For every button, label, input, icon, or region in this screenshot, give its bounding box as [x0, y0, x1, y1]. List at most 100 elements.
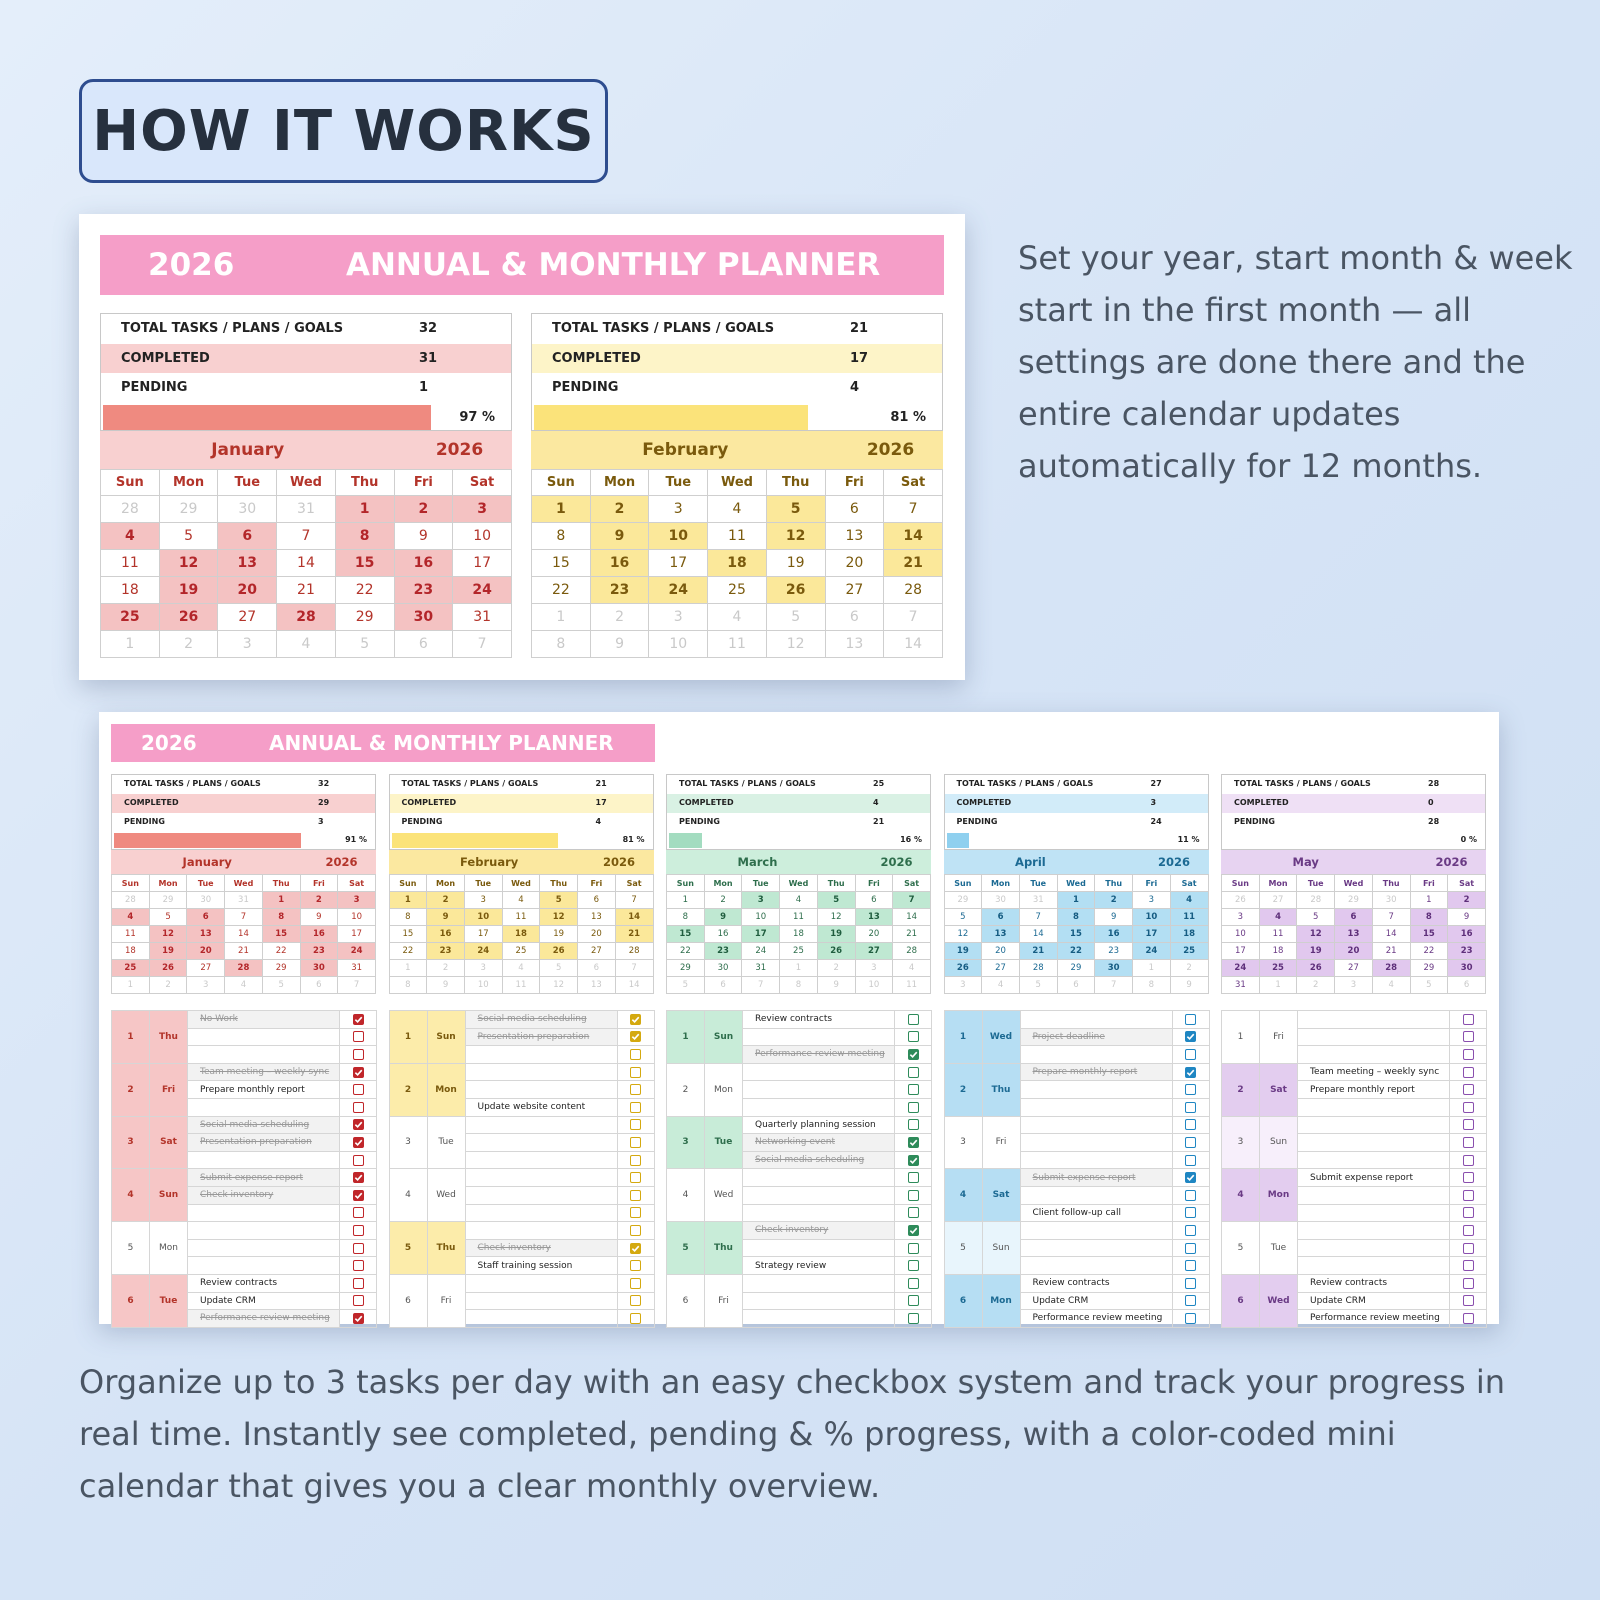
calendar-day[interactable]: 7 [883, 603, 943, 631]
calendar-day[interactable]: 4 [892, 959, 931, 977]
calendar-day[interactable]: 30 [217, 495, 278, 523]
task-checkbox-cell[interactable] [339, 1097, 377, 1117]
calendar-day[interactable]: 9 [393, 522, 454, 550]
task-text[interactable] [1019, 1080, 1173, 1099]
calendar-day[interactable]: 16 [589, 549, 650, 577]
task-checkbox-cell[interactable] [616, 1256, 655, 1275]
task-text[interactable] [187, 1150, 340, 1170]
checkbox-icon[interactable] [630, 1013, 641, 1025]
calendar-day[interactable]: 31 [337, 959, 376, 977]
checkbox-icon[interactable] [352, 1101, 364, 1113]
task-text[interactable]: Team meeting – weekly sync [1297, 1062, 1450, 1082]
calendar-day[interactable]: 27 [981, 959, 1020, 977]
calendar-day[interactable]: 3 [741, 891, 781, 909]
calendar-day[interactable]: 31 [1221, 976, 1260, 994]
task-checkbox-cell[interactable] [1449, 1045, 1487, 1064]
calendar-day[interactable]: 10 [1132, 908, 1171, 926]
task-text[interactable] [1297, 1256, 1450, 1275]
checkbox-icon[interactable] [907, 1031, 919, 1043]
calendar-day[interactable]: 27 [217, 603, 278, 631]
calendar-day[interactable]: 28 [892, 942, 931, 960]
checkbox-icon[interactable] [352, 1154, 364, 1166]
calendar-day[interactable]: 1 [531, 603, 591, 631]
task-text[interactable]: Quarterly planning session [742, 1115, 895, 1135]
task-checkbox-cell[interactable] [339, 1133, 377, 1152]
task-text[interactable] [1297, 1097, 1450, 1117]
checkbox-icon[interactable] [352, 1260, 364, 1272]
task-text[interactable] [1019, 1010, 1173, 1029]
calendar-day[interactable]: 11 [1258, 925, 1298, 943]
calendar-day[interactable]: 8 [1132, 976, 1171, 994]
calendar-day[interactable]: 12 [539, 908, 579, 926]
checkbox-icon[interactable] [1185, 1172, 1196, 1184]
checkbox-icon[interactable] [352, 1189, 364, 1201]
calendar-day[interactable]: 2 [589, 495, 650, 523]
calendar-day[interactable]: 5 [334, 630, 395, 658]
calendar-day[interactable]: 11 [1169, 908, 1209, 926]
task-checkbox-cell[interactable] [339, 1291, 377, 1311]
task-text[interactable]: Check inventory [187, 1185, 340, 1205]
calendar-day[interactable]: 29 [334, 603, 395, 631]
calendar-day[interactable]: 3 [452, 495, 512, 523]
calendar-day[interactable]: 3 [1221, 908, 1260, 926]
calendar-day[interactable]: 1 [334, 495, 395, 523]
calendar-day[interactable]: 13 [217, 549, 278, 577]
calendar-day[interactable]: 1 [111, 976, 150, 994]
task-text[interactable] [1297, 1115, 1450, 1135]
calendar-day[interactable]: 26 [816, 942, 856, 960]
task-text[interactable] [464, 1309, 618, 1328]
calendar-day[interactable]: 26 [539, 942, 579, 960]
calendar-day[interactable]: 21 [614, 925, 654, 943]
calendar-day[interactable]: 21 [1018, 942, 1058, 960]
checkbox-icon[interactable] [352, 1048, 364, 1060]
task-text[interactable]: Prepare monthly report [187, 1080, 340, 1099]
calendar-day[interactable]: 15 [334, 549, 395, 577]
calendar-day[interactable]: 11 [111, 925, 150, 943]
task-checkbox-cell[interactable] [1171, 1080, 1210, 1099]
calendar-day[interactable]: 2 [148, 976, 188, 994]
calendar-day[interactable]: 3 [463, 959, 503, 977]
calendar-day[interactable]: 4 [501, 959, 541, 977]
task-checkbox-cell[interactable] [894, 1080, 932, 1099]
checkbox-icon[interactable] [1462, 1189, 1474, 1201]
checkbox-icon[interactable] [1462, 1084, 1474, 1096]
calendar-day[interactable]: 12 [765, 522, 826, 550]
calendar-day[interactable]: 20 [577, 925, 616, 943]
calendar-day[interactable]: 24 [337, 942, 376, 960]
checkbox-icon[interactable] [352, 1119, 364, 1131]
calendar-day[interactable]: 2 [1169, 959, 1209, 977]
task-text[interactable]: Prepare monthly report [1297, 1080, 1450, 1099]
checkbox-icon[interactable] [630, 1084, 641, 1096]
task-text[interactable]: Presentation preparation [187, 1133, 340, 1152]
task-checkbox-cell[interactable] [894, 1097, 932, 1117]
calendar-day[interactable]: 15 [261, 925, 301, 943]
task-text[interactable] [464, 1150, 618, 1170]
calendar-day[interactable]: 14 [224, 925, 263, 943]
calendar-day[interactable]: 8 [261, 908, 301, 926]
calendar-day[interactable]: 1 [388, 959, 428, 977]
calendar-day[interactable]: 8 [666, 908, 705, 926]
task-checkbox-cell[interactable] [1171, 1221, 1210, 1240]
calendar-day[interactable]: 3 [854, 959, 894, 977]
task-checkbox-cell[interactable] [1449, 1309, 1487, 1328]
task-checkbox-cell[interactable] [339, 1045, 377, 1064]
task-text[interactable] [464, 1203, 618, 1223]
checkbox-icon[interactable] [352, 1207, 364, 1219]
calendar-day[interactable]: 15 [388, 925, 428, 943]
calendar-day[interactable]: 7 [1371, 908, 1411, 926]
calendar-day[interactable]: 12 [943, 925, 983, 943]
task-text[interactable]: Update CRM [1297, 1291, 1450, 1311]
task-checkbox-cell[interactable] [1171, 1097, 1210, 1117]
task-checkbox-cell[interactable] [894, 1203, 932, 1223]
task-checkbox-cell[interactable] [616, 1080, 655, 1099]
task-checkbox-cell[interactable] [616, 1273, 655, 1293]
calendar-day[interactable]: 20 [981, 942, 1020, 960]
task-text[interactable] [464, 1080, 618, 1099]
task-text[interactable] [187, 1256, 340, 1275]
calendar-day[interactable]: 21 [1371, 942, 1411, 960]
checkbox-icon[interactable] [907, 1136, 919, 1148]
task-checkbox-cell[interactable] [1449, 1185, 1487, 1205]
calendar-day[interactable]: 30 [1094, 959, 1134, 977]
task-checkbox-cell[interactable] [339, 1273, 377, 1293]
calendar-day[interactable]: 25 [501, 942, 541, 960]
